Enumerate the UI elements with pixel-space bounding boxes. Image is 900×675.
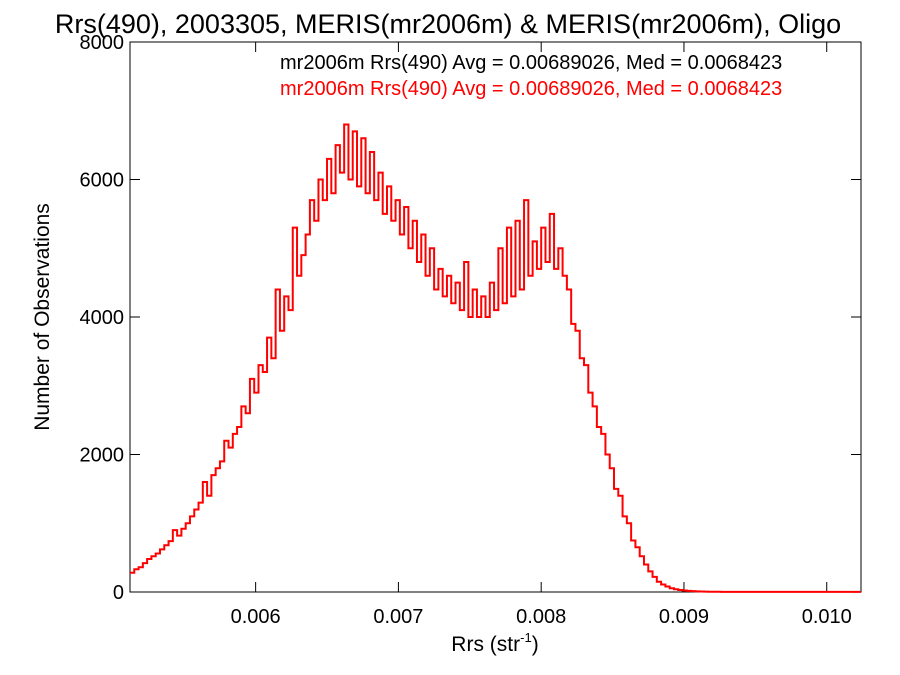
histogram-series-line (130, 123, 861, 593)
x-axis-label-suffix: ) (532, 633, 539, 656)
y-axis: 0 2000 4000 6000 8000 (80, 32, 861, 604)
y-tick-label: 8000 (80, 32, 125, 54)
y-tick-label: 2000 (80, 445, 125, 467)
x-tick-label: 0.006 (231, 606, 281, 628)
y-axis-label: Number of Observations (31, 203, 54, 431)
legend-entry-red: mr2006m Rrs(490) Avg = 0.00689026, Med =… (280, 78, 782, 100)
x-axis-label: Rrs (str-1) (451, 630, 538, 656)
chart-title: Rrs(490), 2003305, MERIS(mr2006m) & MERI… (55, 9, 841, 39)
y-tick-label: 0 (113, 582, 124, 604)
y-tick-label: 4000 (80, 307, 125, 329)
x-tick-label: 0.010 (802, 606, 852, 628)
x-axis: 0.006 0.007 0.008 0.009 0.010 (231, 42, 852, 628)
y-tick-label: 6000 (80, 170, 125, 192)
x-axis-label-superscript: -1 (520, 630, 532, 645)
x-tick-label: 0.008 (516, 606, 566, 628)
plot-frame (129, 41, 862, 593)
x-tick-label: 0.007 (373, 606, 423, 628)
legend-entry-black: mr2006m Rrs(490) Avg = 0.00689026, Med =… (280, 52, 782, 74)
x-axis-label-main: Rrs (str (451, 633, 520, 656)
x-tick-label: 0.009 (659, 606, 709, 628)
